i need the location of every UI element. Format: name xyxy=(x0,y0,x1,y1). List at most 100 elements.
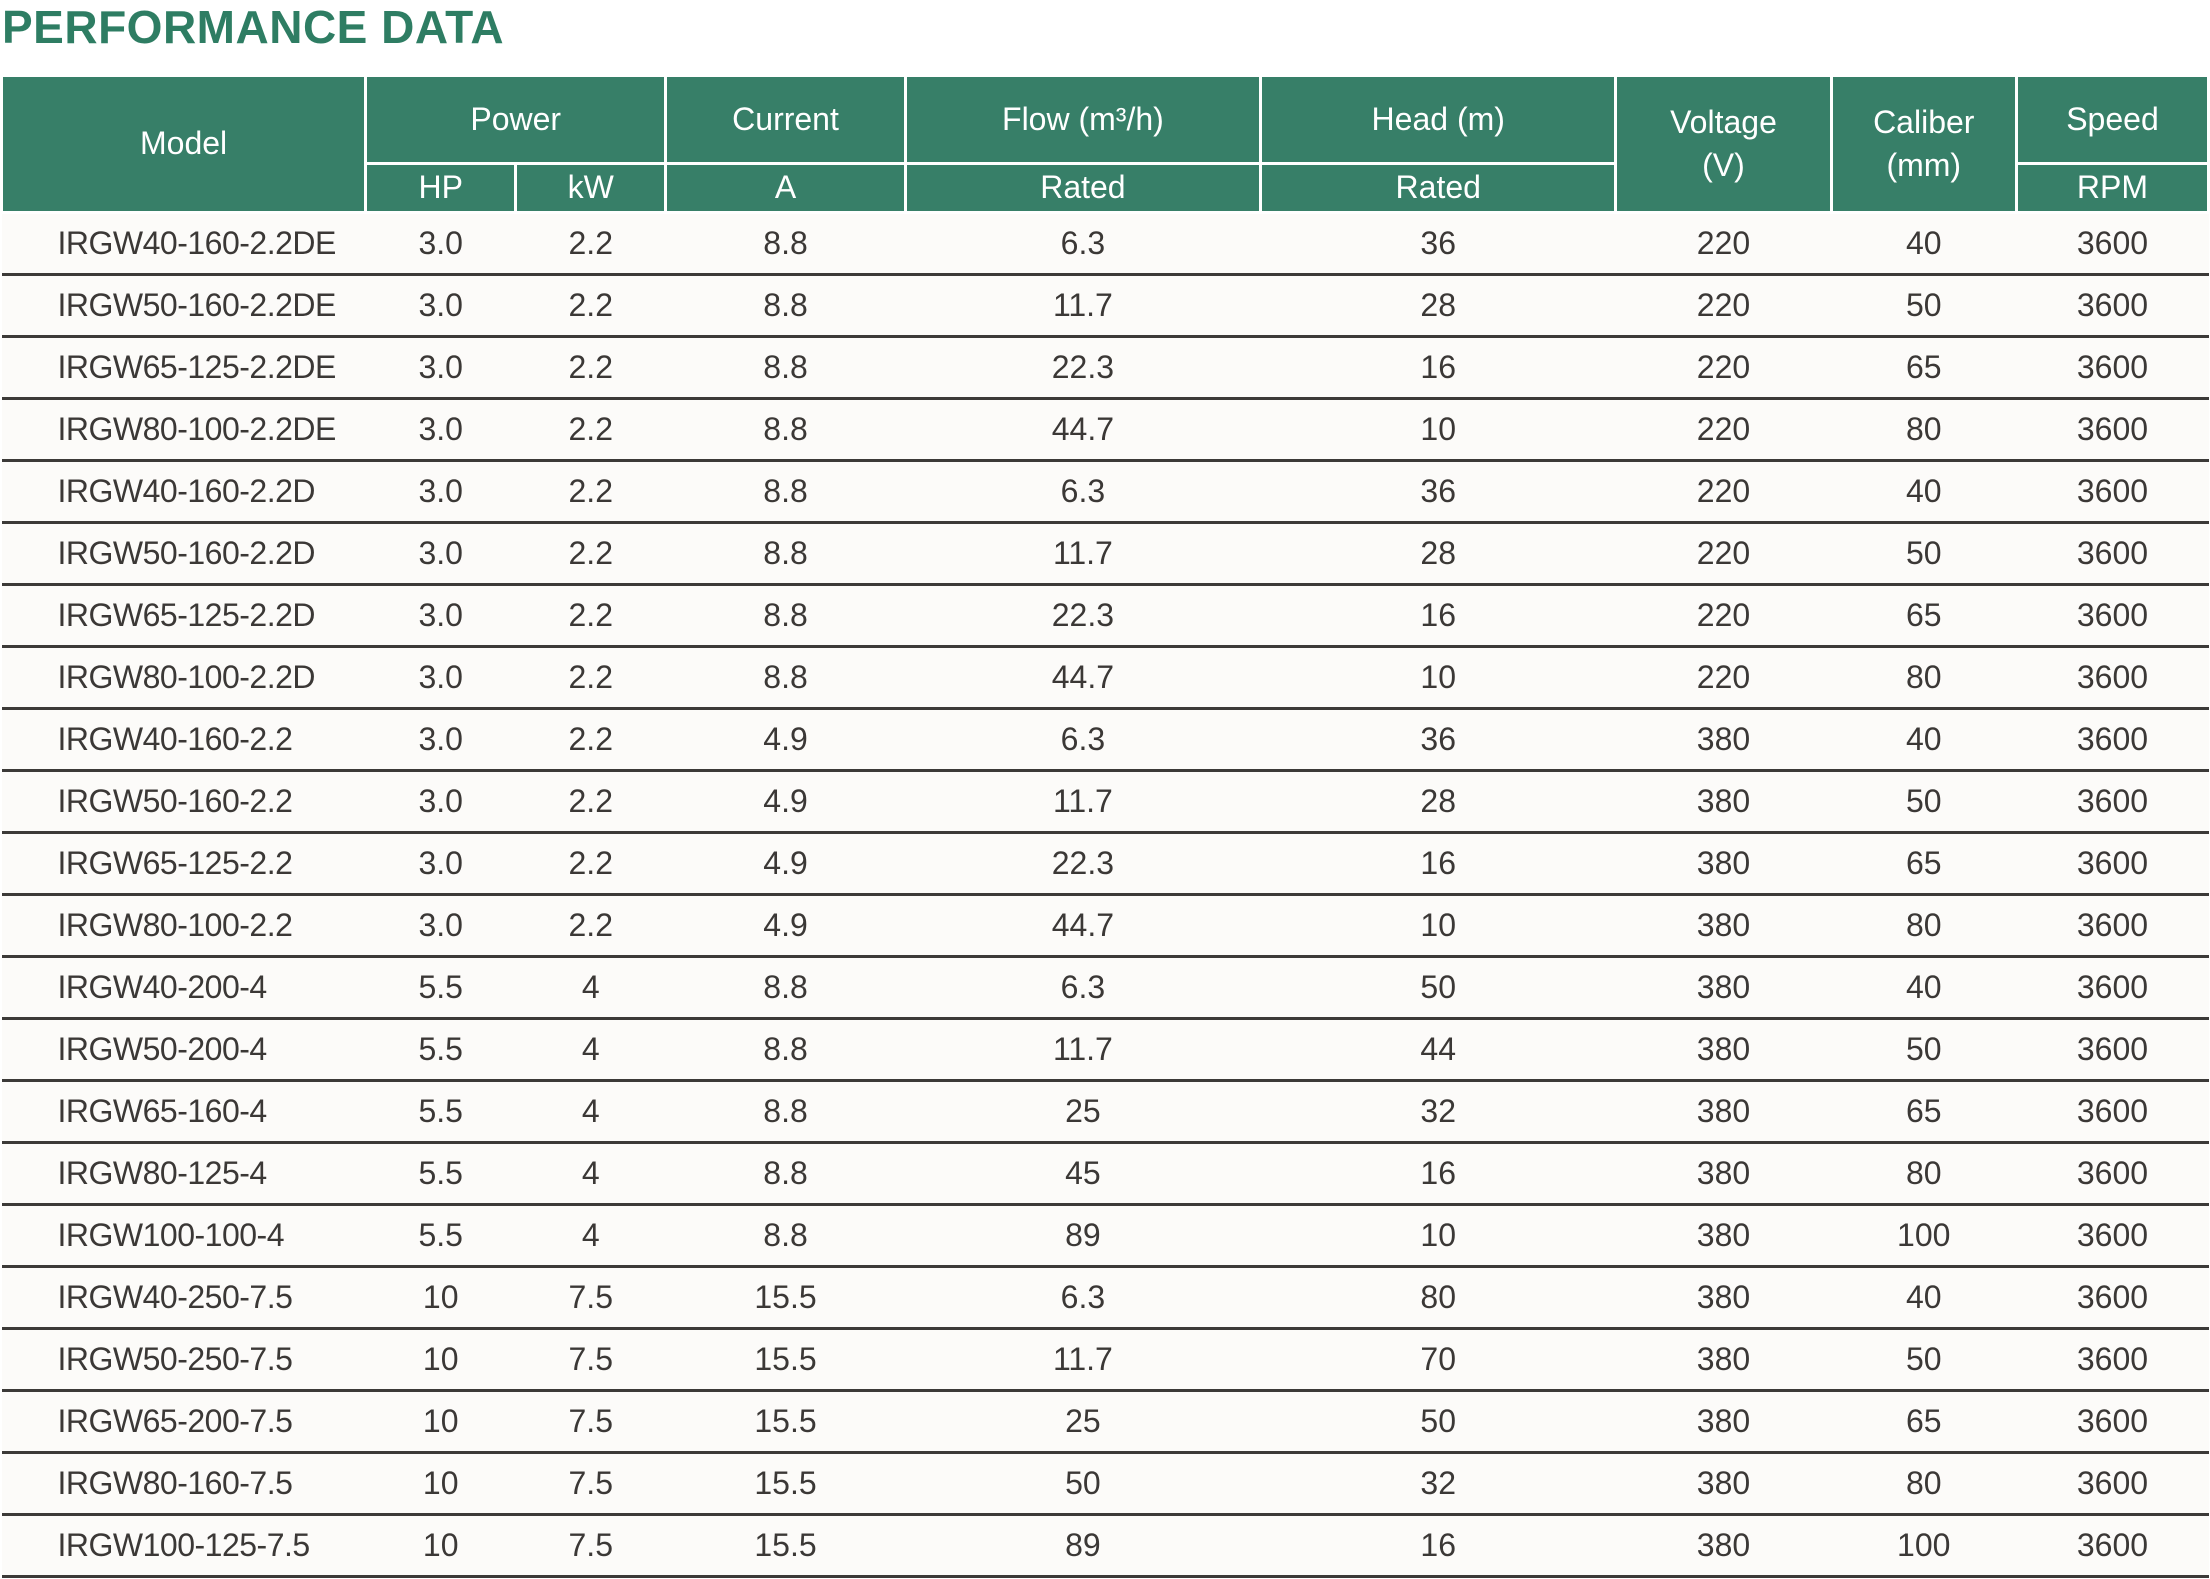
cell-power-hp: 3.0 xyxy=(365,336,516,400)
cell-flow-rated: 44.7 xyxy=(905,398,1261,462)
cell-model: IRGW80-125-4 xyxy=(1,1142,366,1206)
cell-voltage: 380 xyxy=(1615,1452,1832,1516)
cell-flow-rated: 11.7 xyxy=(905,1328,1261,1392)
cell-voltage: 220 xyxy=(1615,460,1832,524)
cell-voltage: 380 xyxy=(1615,1266,1832,1330)
cell-head-rated: 36 xyxy=(1260,708,1616,772)
header-head-rated: Rated xyxy=(1259,162,1618,214)
cell-speed-rpm: 3600 xyxy=(2016,1204,2209,1268)
cell-power-kw: 2.2 xyxy=(515,894,666,958)
cell-flow-rated: 6.3 xyxy=(905,212,1261,276)
cell-caliber: 40 xyxy=(1831,708,2017,772)
cell-head-rated: 16 xyxy=(1260,1514,1616,1578)
cell-power-kw: 2.2 xyxy=(515,398,666,462)
cell-head-rated: 28 xyxy=(1260,274,1616,338)
cell-current-a: 8.8 xyxy=(665,212,906,276)
header-voltage: Voltage (V) xyxy=(1614,74,1833,214)
cell-power-hp: 10 xyxy=(365,1328,516,1392)
cell-model: IRGW80-160-7.5 xyxy=(1,1452,366,1516)
table-row: IRGW80-100-2.2 3.0 2.2 4.9 44.7 10 380 80 3600 xyxy=(1,894,2209,958)
header-power-kw: kW xyxy=(514,162,668,214)
cell-caliber: 50 xyxy=(1831,274,2017,338)
cell-speed-rpm: 3600 xyxy=(2016,1328,2209,1392)
cell-power-kw: 7.5 xyxy=(515,1266,666,1330)
cell-voltage: 380 xyxy=(1615,1328,1832,1392)
cell-current-a: 15.5 xyxy=(665,1266,906,1330)
cell-flow-rated: 11.7 xyxy=(905,522,1261,586)
cell-head-rated: 36 xyxy=(1260,212,1616,276)
cell-power-hp: 3.0 xyxy=(365,770,516,834)
cell-flow-rated: 22.3 xyxy=(905,832,1261,896)
cell-current-a: 8.8 xyxy=(665,646,906,710)
cell-caliber: 65 xyxy=(1831,336,2017,400)
table-header: Model Power Current Flow (m³/h) Head (m)… xyxy=(0,74,2210,214)
cell-power-hp: 3.0 xyxy=(365,646,516,710)
cell-speed-rpm: 3600 xyxy=(2016,274,2209,338)
cell-model: IRGW100-100-4 xyxy=(1,1204,366,1268)
cell-voltage: 380 xyxy=(1615,770,1832,834)
cell-model: IRGW50-160-2.2 xyxy=(1,770,366,834)
header-voltage-line1: Voltage xyxy=(1670,103,1777,140)
cell-head-rated: 50 xyxy=(1260,956,1616,1020)
cell-caliber: 50 xyxy=(1831,1328,2017,1392)
header-current-a: A xyxy=(664,162,907,214)
cell-flow-rated: 6.3 xyxy=(905,708,1261,772)
cell-model: IRGW50-160-2.2DE xyxy=(1,274,366,338)
cell-caliber: 100 xyxy=(1831,1204,2017,1268)
cell-flow-rated: 6.3 xyxy=(905,956,1261,1020)
table-row: IRGW80-100-2.2D 3.0 2.2 8.8 44.7 10 220 80 3600 xyxy=(1,646,2209,710)
cell-speed-rpm: 3600 xyxy=(2016,584,2209,648)
cell-caliber: 50 xyxy=(1831,770,2017,834)
cell-speed-rpm: 3600 xyxy=(2016,1080,2209,1144)
cell-head-rated: 10 xyxy=(1260,398,1616,462)
table-row: IRGW80-160-7.5 10 7.5 15.5 50 32 380 80 3600 xyxy=(1,1452,2209,1516)
cell-model: IRGW80-100-2.2DE xyxy=(1,398,366,462)
cell-current-a: 8.8 xyxy=(665,1142,906,1206)
cell-power-hp: 3.0 xyxy=(365,894,516,958)
cell-power-hp: 5.5 xyxy=(365,1142,516,1206)
cell-model: IRGW50-160-2.2D xyxy=(1,522,366,586)
cell-power-kw: 2.2 xyxy=(515,212,666,276)
cell-voltage: 220 xyxy=(1615,274,1832,338)
header-flow: Flow (m³/h) xyxy=(903,74,1263,165)
cell-flow-rated: 44.7 xyxy=(905,894,1261,958)
cell-flow-rated: 22.3 xyxy=(905,336,1261,400)
cell-power-kw: 7.5 xyxy=(515,1452,666,1516)
cell-head-rated: 16 xyxy=(1260,1142,1616,1206)
cell-power-hp: 3.0 xyxy=(365,522,516,586)
cell-flow-rated: 44.7 xyxy=(905,646,1261,710)
cell-caliber: 65 xyxy=(1831,584,2017,648)
cell-power-kw: 2.2 xyxy=(515,584,666,648)
table-row: IRGW40-250-7.5 10 7.5 15.5 6.3 80 380 40 3600 xyxy=(1,1266,2209,1330)
cell-model: IRGW40-160-2.2 xyxy=(1,708,366,772)
cell-current-a: 15.5 xyxy=(665,1328,906,1392)
cell-power-kw: 2.2 xyxy=(515,336,666,400)
cell-caliber: 80 xyxy=(1831,894,2017,958)
cell-power-kw: 7.5 xyxy=(515,1390,666,1454)
table-row: IRGW50-160-2.2DE 3.0 2.2 8.8 11.7 28 220 50 3600 xyxy=(1,274,2209,338)
table-row: IRGW100-125-7.5 10 7.5 15.5 89 16 380 100 3600 xyxy=(1,1514,2209,1578)
cell-caliber: 40 xyxy=(1831,956,2017,1020)
cell-flow-rated: 89 xyxy=(905,1514,1261,1578)
cell-speed-rpm: 3600 xyxy=(2016,646,2209,710)
table-row: IRGW50-160-2.2 3.0 2.2 4.9 11.7 28 380 50 3600 xyxy=(1,770,2209,834)
cell-speed-rpm: 3600 xyxy=(2016,956,2209,1020)
cell-speed-rpm: 3600 xyxy=(2016,708,2209,772)
cell-current-a: 8.8 xyxy=(665,522,906,586)
cell-power-kw: 4 xyxy=(515,1142,666,1206)
cell-current-a: 8.8 xyxy=(665,460,906,524)
header-row-groups: Model Power Current Flow (m³/h) Head (m)… xyxy=(0,74,2210,214)
cell-head-rated: 70 xyxy=(1260,1328,1616,1392)
header-model: Model xyxy=(0,74,368,214)
cell-caliber: 40 xyxy=(1831,460,2017,524)
cell-power-kw: 7.5 xyxy=(515,1514,666,1578)
cell-model: IRGW40-160-2.2D xyxy=(1,460,366,524)
cell-flow-rated: 6.3 xyxy=(905,460,1261,524)
cell-model: IRGW50-250-7.5 xyxy=(1,1328,366,1392)
cell-voltage: 220 xyxy=(1615,646,1832,710)
cell-head-rated: 10 xyxy=(1260,1204,1616,1268)
cell-flow-rated: 11.7 xyxy=(905,274,1261,338)
cell-speed-rpm: 3600 xyxy=(2016,1514,2209,1578)
cell-speed-rpm: 3600 xyxy=(2016,894,2209,958)
